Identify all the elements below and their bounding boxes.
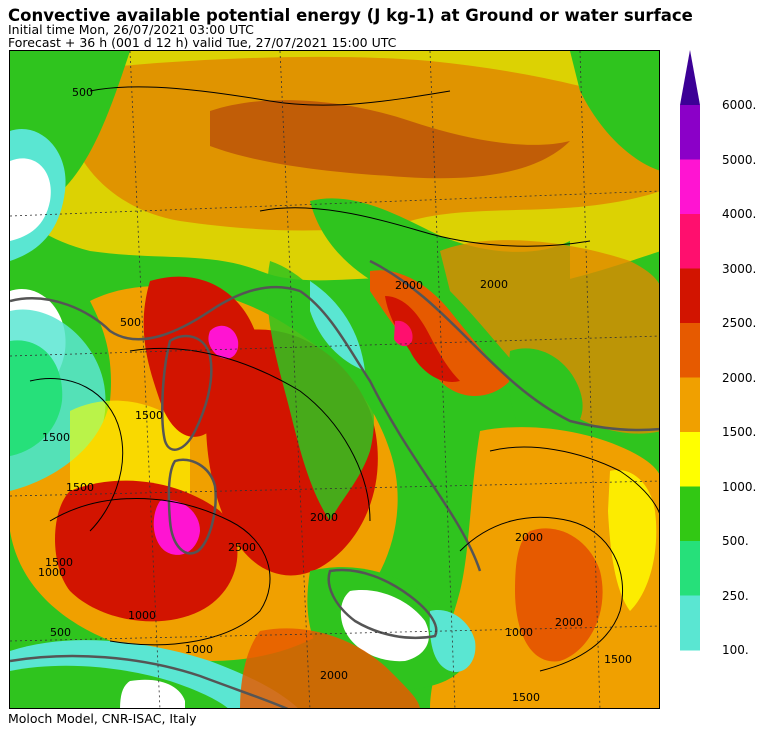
color-scale-legend — [680, 50, 760, 660]
contour-label: 2000 — [310, 511, 338, 524]
legend-swatch — [680, 105, 700, 160]
contour-label: 1000 — [128, 609, 156, 622]
legend-label: 1000. — [722, 479, 757, 494]
legend-label: 250. — [722, 588, 749, 603]
legend-arrow — [680, 50, 700, 105]
forecast-time-text: Forecast + 36 h (001 d 12 h) valid Tue, … — [8, 35, 397, 50]
cape-map: 500 1500 1500 2000 2000 1500 1500 1000 5… — [9, 50, 660, 709]
legend-label: 5000. — [722, 152, 757, 167]
chart-title: Convective available potential energy (J… — [8, 6, 693, 25]
legend-label: 1500. — [722, 425, 757, 439]
contour-label: 1000 — [185, 643, 213, 656]
contour-label: 2000 — [395, 279, 423, 292]
legend-swatch — [680, 541, 700, 596]
legend-swatch — [680, 323, 700, 378]
legend-label: 100. — [722, 643, 749, 657]
legend-label: 2000. — [722, 370, 757, 385]
contour-label: 500 — [120, 316, 141, 329]
contour-label: 1000 — [38, 566, 66, 579]
initial-time-text: Initial time Mon, 26/07/2021 03:00 UTC — [8, 22, 254, 37]
legend-swatch — [680, 432, 700, 487]
contour-label: 500 — [50, 626, 71, 639]
contour-label: 2000 — [515, 531, 543, 544]
legend-label: 6000. — [722, 98, 757, 112]
legend-swatch — [680, 595, 700, 651]
legend-colorbar — [680, 50, 700, 651]
contour-label: 1500 — [135, 409, 163, 422]
contour-label: 2500 — [228, 541, 256, 554]
contour-label: 1500 — [45, 556, 73, 569]
contour-label: 2000 — [320, 669, 348, 682]
legend-label: 4000. — [722, 207, 757, 221]
contour-label: 1000 — [505, 626, 533, 639]
legend-label: 3000. — [722, 261, 757, 276]
cape-map-svg: 500 1500 1500 2000 2000 1500 1500 1000 5… — [10, 51, 659, 708]
legend-swatch — [680, 486, 700, 542]
model-credit: Moloch Model, CNR-ISAC, Italy — [8, 711, 197, 726]
contour-label: 1500 — [42, 431, 70, 444]
legend-label: 2500. — [722, 316, 757, 330]
contour-label: 2000 — [555, 616, 583, 629]
contour-label: 2000 — [480, 278, 508, 291]
legend-label: 500. — [722, 534, 749, 548]
legend-swatch — [680, 377, 700, 433]
legend-swatch — [680, 159, 700, 215]
contour-label: 500 — [72, 86, 93, 99]
contour-label: 1500 — [604, 653, 632, 666]
contour-label: 1500 — [66, 481, 94, 494]
legend-swatch — [680, 214, 700, 269]
legend-swatch — [680, 268, 700, 324]
contour-label: 1500 — [512, 691, 540, 704]
